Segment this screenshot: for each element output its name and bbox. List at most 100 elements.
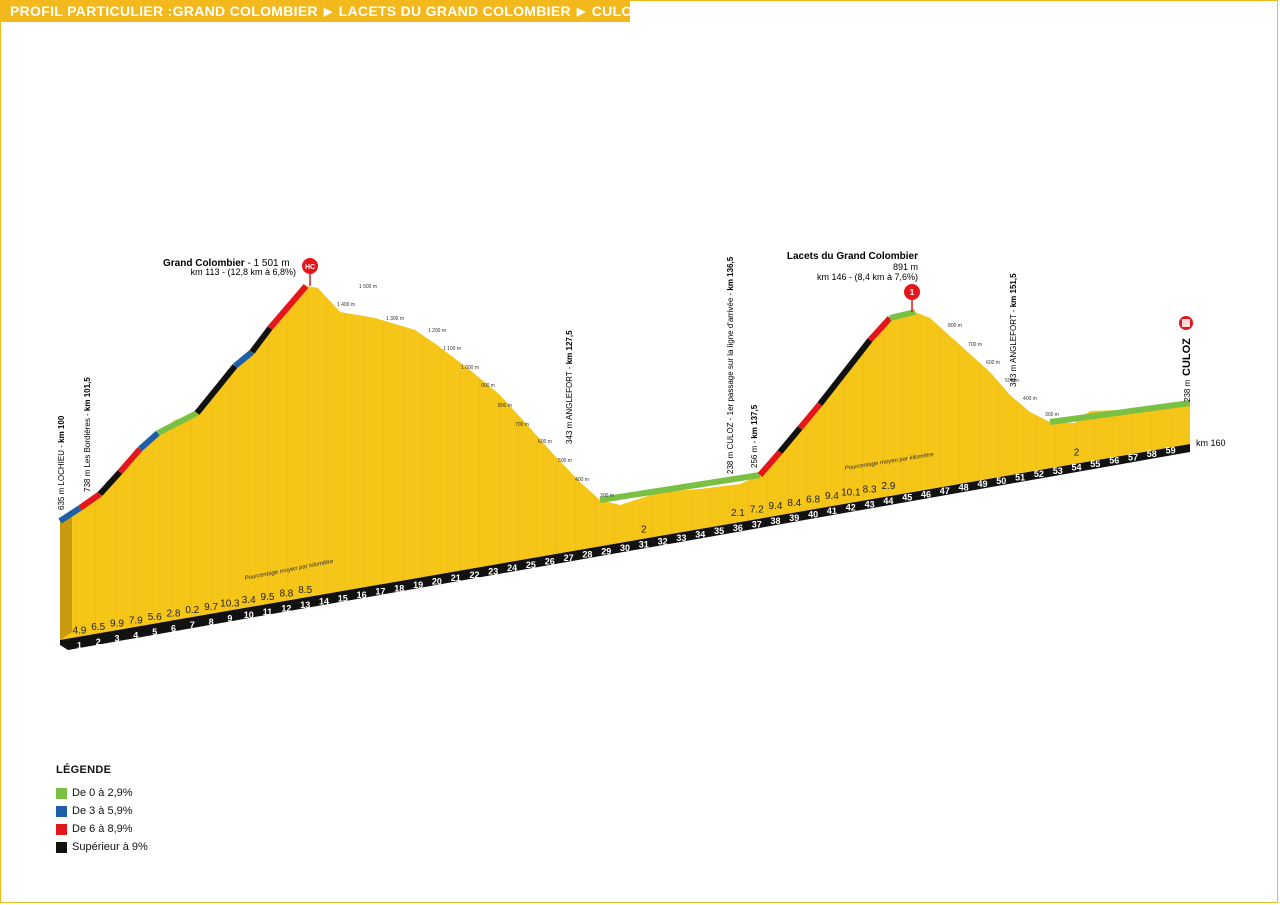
km-mark: 29 [601,546,611,556]
altitude-tick: 600 m [986,360,1000,366]
gradient-value: 10.3 [220,599,240,610]
altitude-tick: 1 100 m [443,346,461,352]
gradient-value: 9.4 [769,501,783,512]
altitude-tick: 700 m [515,422,529,428]
km-mark: 45 [902,493,912,503]
km-mark: 20 [432,577,442,587]
red-swatch-icon [56,823,67,835]
km-mark: 46 [921,489,931,499]
profile-header: PROFIL PARTICULIER : GRAND COLOMBIER ▶ L… [0,0,641,22]
stage-profile: 1 2 3 4 5 6 7 8 9 10 11 12 13 14 15 16 17 18 19 20 21 22 23 24 2… [57,251,1226,651]
km-mark: 13 [300,600,310,610]
gradient-value: 9.4 [825,491,839,502]
altitude-tick: 800 m [948,323,962,329]
km-mark: 23 [488,567,498,577]
km-mark: 34 [695,530,705,540]
altitude-tick: 1 200 m [428,328,446,334]
header-part-3: CULOZ [591,3,642,19]
km-mark: 17 [375,587,385,597]
km-mark: 24 [507,563,517,573]
gradient-value: 0.2 [185,605,199,616]
finish-km: km 160 [1196,438,1226,448]
km-mark: 2 [96,637,101,647]
km-mark: 32 [658,536,668,546]
header-part-1: GRAND COLOMBIER [172,3,318,19]
altitude-tick: 900 m [481,383,495,389]
km-mark: 27 [564,553,574,563]
summit-1-title: Grand Colombier - 1 501 m [163,258,290,269]
km-mark: 44 [883,496,893,506]
km-mark: 14 [319,597,329,607]
climb-category: HC [305,264,315,271]
waypoint-culoz-1: 238 m CULOZ - 1er passage sur la ligne d… [726,256,735,474]
km-mark: 3 [114,634,119,644]
gradient-value: 9.9 [110,619,124,630]
km-mark: 36 [733,523,743,533]
altitude-tick: 300 m [1045,412,1059,418]
km-labels: 1 2 3 4 5 6 7 8 9 10 11 12 13 14 15 16 17 18 19 20 21 22 23 24 2… [77,446,1176,651]
altitude-tick: 1 000 m [461,365,479,371]
km-mark: 56 [1109,456,1119,466]
km-mark: 1 [77,640,82,650]
legend-item: Supérieur à 9% [56,838,148,856]
altitude-tick: 1 500 m [359,284,377,290]
km-mark: 19 [413,580,423,590]
summit-1-detail: km 113 - (12,8 km à 6,8%) [191,267,296,277]
legend: LÉGENDE De 0 à 2,9% De 3 à 5,9% De 6 à 8… [56,764,148,856]
km-mark: 10 [244,610,254,620]
legend-item: De 0 à 2,9% [56,784,148,802]
hc-climb-icon [302,258,318,274]
gradient-value: 6.8 [806,494,820,505]
gradient-value: 8.5 [298,585,312,596]
gradient-value: 8.8 [279,588,293,599]
waypoint-lochieu: 635 m LOCHIEU - km 100 [57,415,66,510]
km-mark: 9 [227,614,232,624]
km-mark: 26 [545,556,555,566]
km-mark: 48 [959,483,969,493]
altitude-tick: 800 m [498,403,512,409]
km-mark: 33 [676,533,686,543]
km-mark: 8 [209,617,214,627]
altitude-tick: 1 300 m [386,316,404,322]
header-part-2: LACETS DU GRAND COLOMBIER [338,3,571,19]
km-mark: 51 [1015,473,1025,483]
gradient-value: 9.5 [261,592,275,603]
km-mark: 16 [357,590,367,600]
profile-grid [60,286,1190,640]
waypoint-anglefort-2: 343 m ANGLEFORT - km 151,5 [1009,273,1018,387]
km-mark: 22 [469,570,479,580]
gradient-value: 8.3 [863,484,877,495]
km-mark: 38 [770,516,780,526]
altitude-tick: 500 m [1005,378,1019,384]
green-swatch-icon [56,787,67,799]
km-mark: 59 [1166,446,1176,456]
km-mark: 25 [526,560,536,570]
finish-alt: 238 m [1183,379,1192,402]
km-mark: 28 [582,550,592,560]
black-swatch-icon [56,841,67,853]
finish-name: CULOZ [1181,338,1193,376]
km-mark: 50 [996,476,1006,486]
gradient-value: 9.7 [204,602,218,613]
km-base-strip [60,444,1190,650]
km-mark: 55 [1090,459,1100,469]
km-mark: 40 [808,509,818,519]
km-mark: 30 [620,543,630,553]
km-mark: 52 [1034,469,1044,479]
header-arrow-icon: ▶ [576,5,586,18]
gradient-ridge [58,284,1191,524]
gradient-value: 4.9 [72,625,86,636]
gradient-value: 2.1 [731,508,745,519]
header-prefix: PROFIL PARTICULIER : [10,3,173,19]
km-mark: 11 [263,607,273,617]
gradient-value: 8.4 [787,498,801,509]
waypoint-bordieres: 738 m Les Bordières - km 101,5 [83,377,92,492]
altitude-tick: 500 m [558,458,572,464]
km-mark: 58 [1147,449,1157,459]
legend-item: De 6 à 8,9% [56,820,148,838]
profile-side [60,515,72,640]
legend-item: De 3 à 5,9% [56,802,148,820]
cat1-climb-icon [904,284,920,300]
km-mark: 21 [451,573,461,583]
